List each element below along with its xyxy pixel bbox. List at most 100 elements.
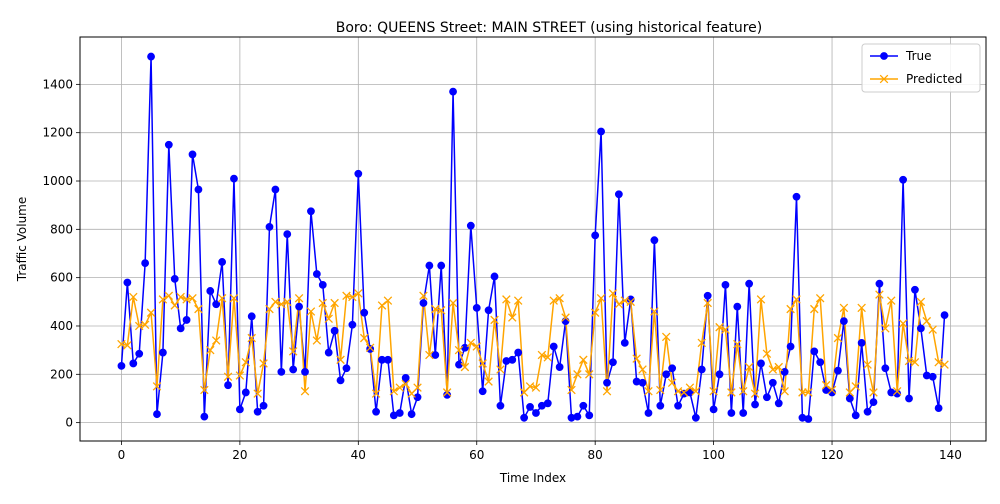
data-point-predicted bbox=[697, 338, 707, 348]
data-point-true bbox=[259, 401, 268, 410]
data-point-true bbox=[461, 343, 469, 352]
data-point-predicted bbox=[419, 291, 428, 301]
data-point-predicted bbox=[229, 293, 239, 303]
data-point-predicted bbox=[549, 296, 558, 305]
data-point-predicted bbox=[881, 324, 890, 333]
data-point-predicted bbox=[644, 386, 653, 396]
data-point-true bbox=[301, 367, 309, 376]
data-point-true bbox=[739, 409, 748, 417]
y-tick-label: 600 bbox=[50, 271, 73, 285]
data-point-predicted bbox=[810, 304, 819, 314]
data-point-predicted bbox=[365, 343, 375, 352]
data-point-predicted bbox=[827, 385, 837, 395]
data-point-predicted bbox=[348, 292, 357, 302]
data-point-true bbox=[360, 308, 369, 317]
data-point-true bbox=[638, 378, 647, 387]
chart-title: Boro: QUEENS Street: MAIN STREET (using … bbox=[336, 20, 763, 36]
data-point-predicted bbox=[425, 350, 434, 360]
data-point-predicted bbox=[454, 345, 464, 355]
data-point-predicted bbox=[940, 360, 949, 369]
data-point-true bbox=[774, 399, 783, 408]
legend-label-true: True bbox=[905, 49, 932, 63]
data-point-predicted bbox=[282, 297, 292, 307]
data-point-predicted bbox=[898, 319, 908, 328]
data-point-true bbox=[247, 312, 256, 321]
data-point-true bbox=[336, 376, 345, 385]
data-point-predicted bbox=[727, 388, 736, 397]
data-point-true bbox=[597, 127, 605, 136]
data-point-predicted bbox=[306, 307, 316, 316]
data-point-true bbox=[472, 303, 481, 312]
data-point-predicted bbox=[934, 357, 943, 367]
chart-legend: True Predicted bbox=[861, 43, 981, 93]
data-point-predicted bbox=[750, 389, 760, 398]
data-point-true bbox=[816, 358, 825, 367]
data-point-predicted bbox=[715, 322, 724, 332]
data-point-predicted bbox=[537, 350, 547, 360]
data-point-true bbox=[768, 378, 777, 387]
data-point-predicted bbox=[685, 383, 695, 392]
data-point-true bbox=[691, 413, 700, 422]
data-point-predicted bbox=[839, 303, 849, 313]
data-point-true bbox=[159, 348, 167, 357]
data-point-predicted bbox=[211, 336, 221, 345]
data-point-predicted bbox=[288, 347, 298, 356]
data-point-predicted bbox=[513, 296, 523, 305]
data-point-true bbox=[354, 169, 363, 178]
data-point-predicted bbox=[466, 338, 476, 348]
data-point-true bbox=[703, 291, 712, 300]
data-point-true bbox=[431, 351, 440, 359]
data-point-true bbox=[532, 409, 540, 417]
data-point-predicted bbox=[123, 341, 132, 350]
data-point-true bbox=[366, 345, 375, 353]
data-point-true bbox=[484, 306, 493, 315]
data-point-true bbox=[265, 223, 274, 231]
data-point-true bbox=[419, 299, 428, 307]
data-point-true bbox=[644, 409, 653, 417]
y-tick-label: 400 bbox=[50, 319, 73, 333]
data-point-true bbox=[662, 370, 671, 379]
data-point-predicted bbox=[490, 315, 499, 325]
data-point-predicted bbox=[294, 293, 304, 303]
data-point-predicted bbox=[442, 388, 452, 397]
data-point-predicted bbox=[395, 383, 405, 392]
data-point-predicted bbox=[324, 314, 333, 323]
data-point-predicted bbox=[886, 296, 896, 305]
data-point-true bbox=[141, 259, 150, 268]
data-point-true bbox=[561, 317, 570, 326]
data-point-true bbox=[443, 390, 452, 399]
data-point-true bbox=[804, 415, 813, 423]
data-point-true bbox=[893, 389, 902, 398]
data-point-true bbox=[763, 393, 771, 402]
x-tick-label: 60 bbox=[469, 448, 484, 462]
data-point-true bbox=[686, 388, 694, 397]
data-point-true bbox=[928, 372, 937, 381]
y-tick-label: 0 bbox=[65, 416, 73, 430]
data-point-predicted bbox=[140, 320, 150, 330]
data-point-predicted bbox=[318, 298, 328, 308]
y-tick-label: 1400 bbox=[42, 77, 73, 91]
data-point-predicted bbox=[460, 362, 470, 372]
data-point-predicted bbox=[194, 304, 203, 314]
data-point-predicted bbox=[436, 306, 446, 315]
data-point-predicted bbox=[401, 379, 410, 389]
data-point-true bbox=[312, 270, 321, 278]
data-point-true bbox=[129, 359, 138, 368]
data-point-true bbox=[745, 279, 754, 288]
data-point-predicted bbox=[176, 292, 185, 302]
data-point-true bbox=[727, 409, 736, 417]
data-point-predicted bbox=[780, 386, 789, 396]
data-point-predicted bbox=[312, 336, 322, 345]
data-point-predicted bbox=[484, 377, 493, 386]
data-point-predicted bbox=[738, 386, 748, 396]
data-point-predicted bbox=[359, 333, 369, 343]
data-point-predicted bbox=[478, 359, 487, 368]
data-point-true bbox=[875, 279, 884, 288]
data-point-true bbox=[585, 411, 594, 420]
data-point-true bbox=[348, 320, 357, 329]
data-point-predicted bbox=[164, 291, 174, 301]
data-point-true bbox=[123, 278, 132, 287]
x-tick-label: 40 bbox=[351, 448, 366, 462]
data-point-predicted bbox=[271, 297, 280, 307]
data-point-true bbox=[709, 405, 718, 414]
